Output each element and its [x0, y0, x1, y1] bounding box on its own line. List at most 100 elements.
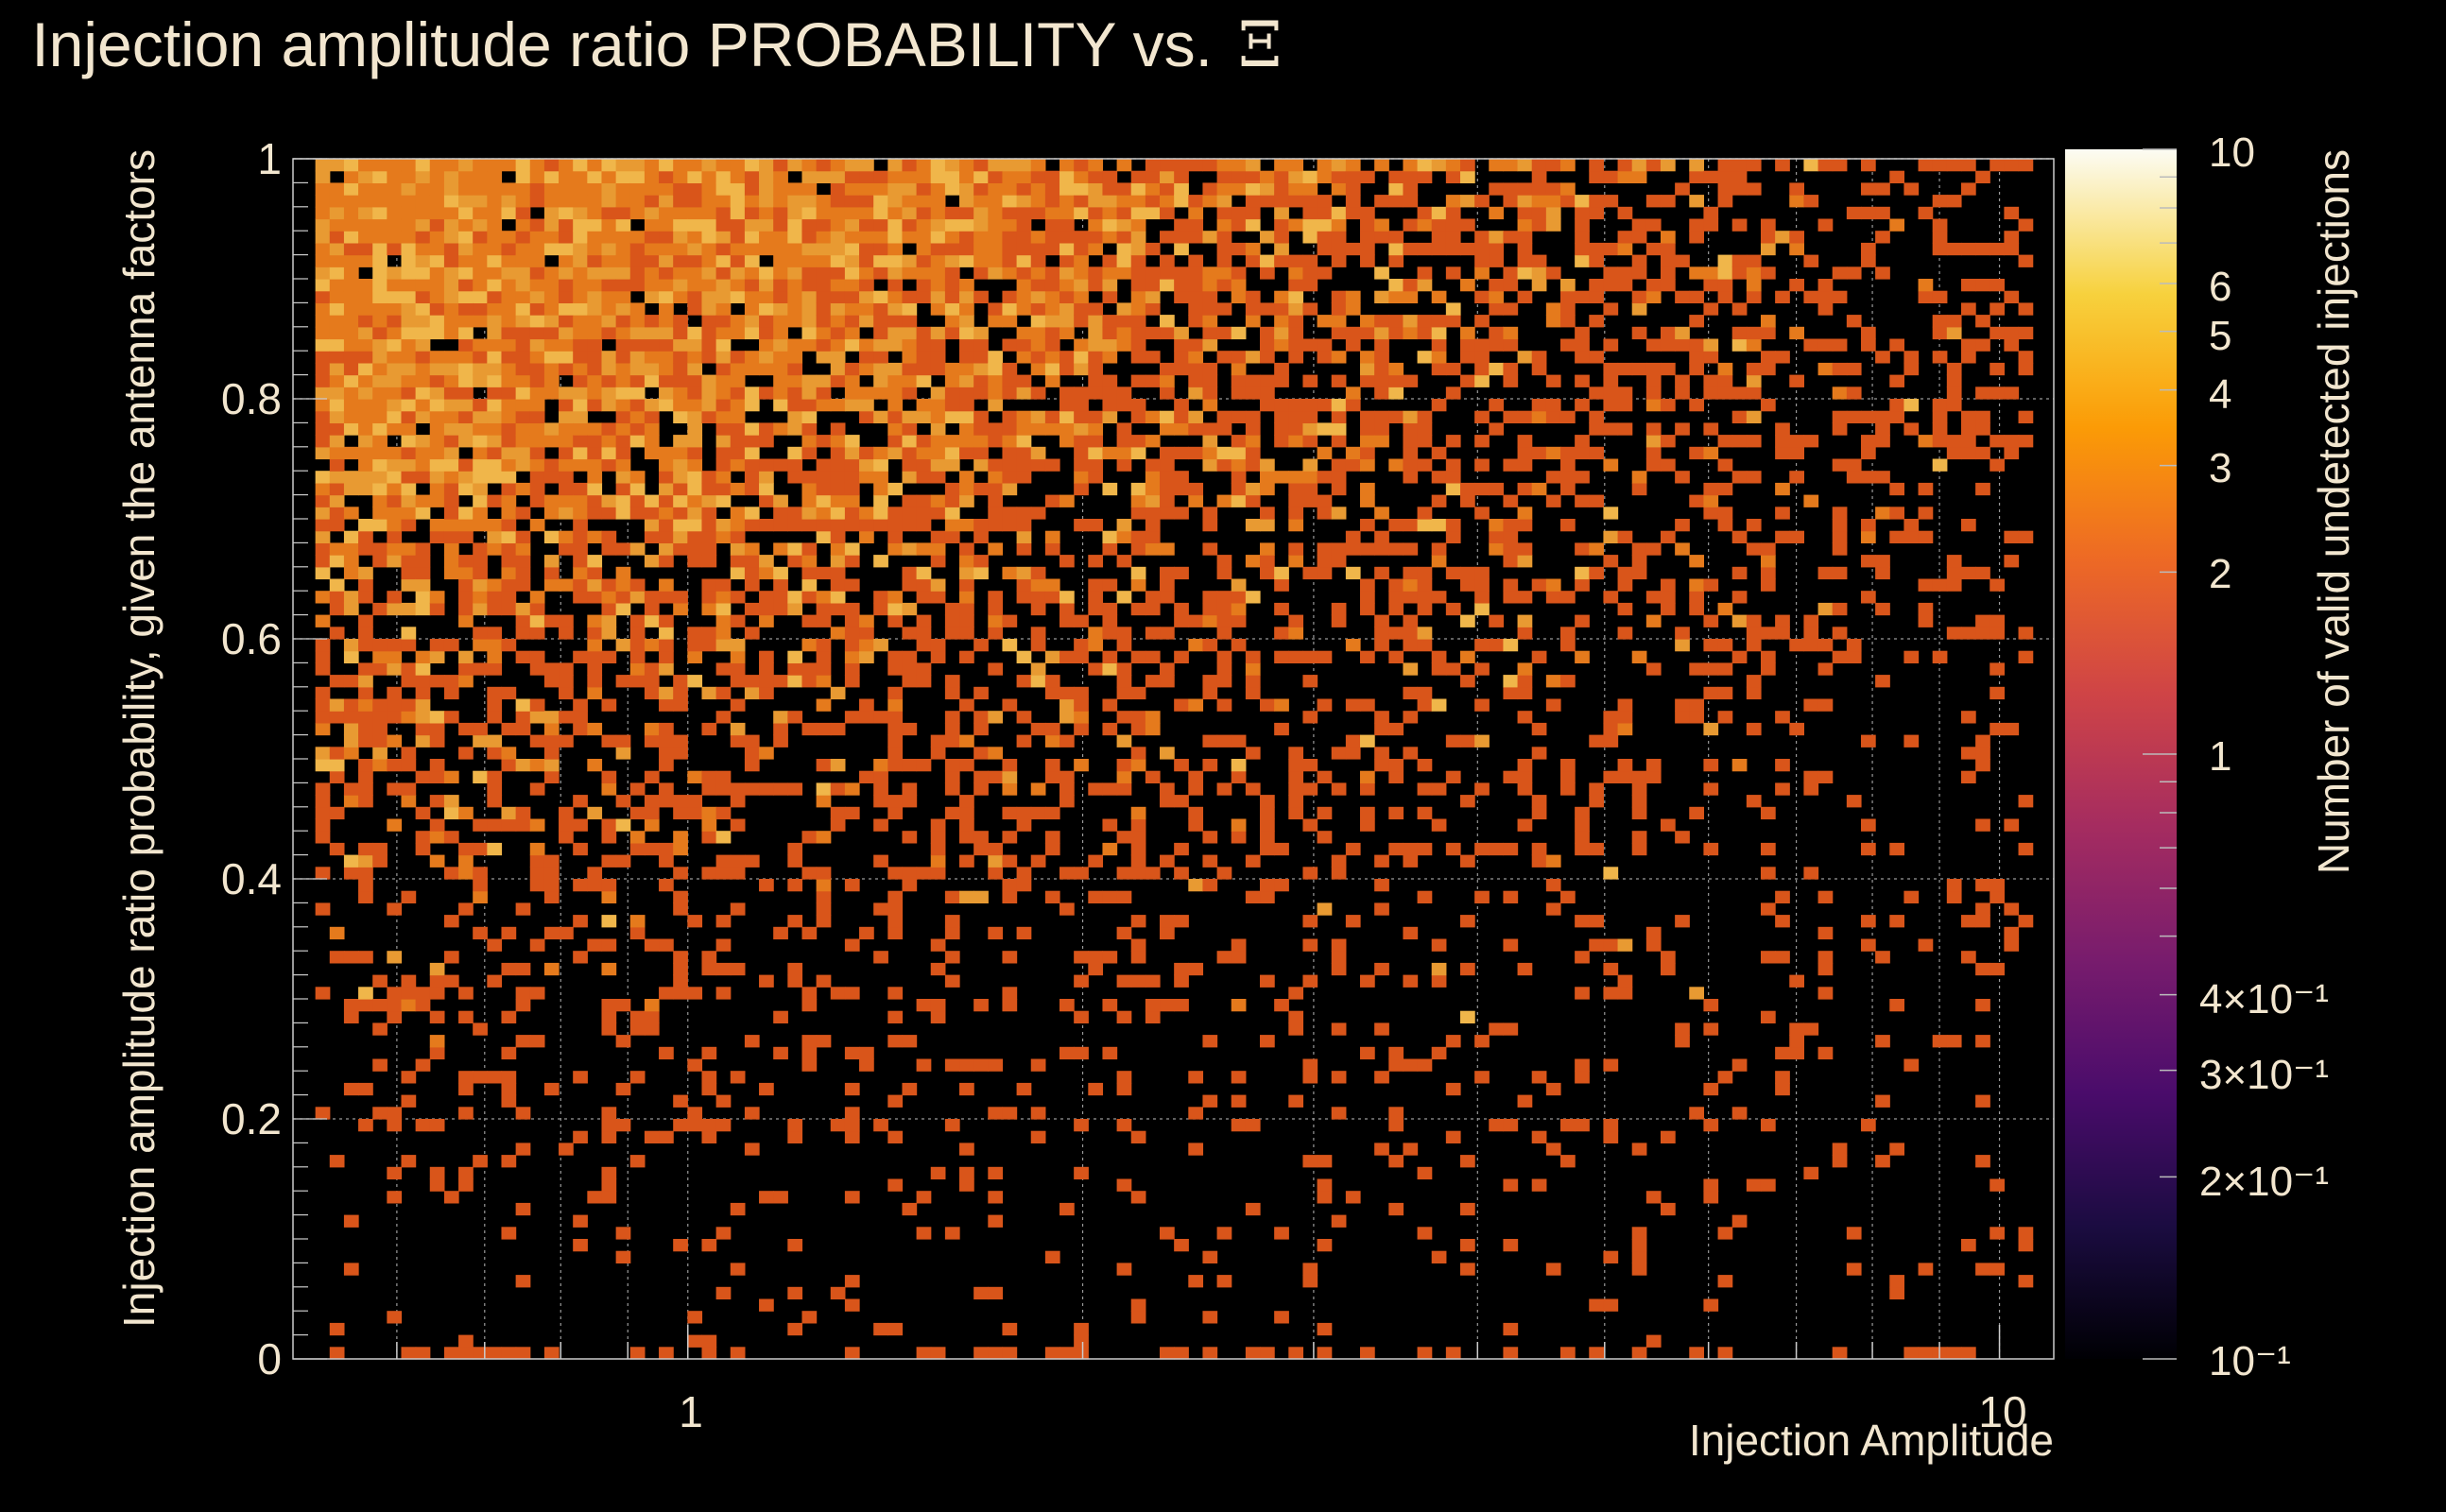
- heatmap-cell: [1216, 326, 1232, 340]
- heatmap-cell: [773, 231, 788, 244]
- heatmap-cell: [1417, 890, 1433, 903]
- heatmap-cell: [715, 374, 732, 387]
- heatmap-cell: [515, 1347, 531, 1360]
- heatmap-cell: [1975, 170, 1990, 183]
- heatmap-cell: [973, 266, 989, 280]
- heatmap-cell: [429, 399, 445, 412]
- heatmap-cell: [429, 962, 445, 976]
- heatmap-cell: [1130, 494, 1146, 507]
- heatmap-cell: [1044, 686, 1060, 700]
- heatmap-cell: [916, 351, 932, 364]
- heatmap-cell: [844, 387, 860, 400]
- heatmap-cell: [1202, 614, 1218, 627]
- heatmap-cell: [801, 578, 818, 592]
- heatmap-cell: [1817, 926, 1834, 940]
- heatmap-cell: [429, 422, 445, 436]
- heatmap-cell: [715, 182, 732, 196]
- heatmap-cell: [601, 195, 617, 208]
- heatmap-cell: [1431, 338, 1447, 352]
- heatmap-cell: [1503, 686, 1519, 700]
- heatmap-cell: [673, 675, 688, 688]
- heatmap-cell: [1302, 482, 1318, 496]
- heatmap-cell: [401, 159, 417, 172]
- heatmap-cell: [659, 1347, 674, 1360]
- heatmap-cell: [1102, 530, 1118, 543]
- heatmap-cell: [1088, 591, 1104, 604]
- heatmap-cell: [387, 1191, 403, 1204]
- heatmap-cell: [587, 435, 603, 448]
- heatmap-cell: [501, 1046, 517, 1060]
- heatmap-cell: [1860, 182, 1876, 196]
- heatmap-cell: [816, 831, 832, 844]
- heatmap-cell: [988, 242, 1004, 256]
- heatmap-cell: [1202, 1347, 1218, 1360]
- heatmap-cell: [1575, 471, 1590, 484]
- heatmap-cell: [1559, 290, 1576, 303]
- heatmap-cell: [443, 206, 459, 220]
- heatmap-cell: [1746, 338, 1762, 352]
- heatmap-cell: [1202, 854, 1218, 868]
- heatmap-cell: [559, 614, 574, 627]
- heatmap-cell: [372, 698, 388, 712]
- heatmap-cell: [1545, 182, 1561, 196]
- heatmap-cell: [673, 987, 688, 1000]
- heatmap-cell: [487, 795, 503, 808]
- heatmap-cell: [458, 410, 474, 423]
- heatmap-cell: [730, 614, 746, 627]
- heatmap-cell: [644, 1130, 660, 1143]
- heatmap-cell: [601, 879, 617, 892]
- heatmap-cell: [1002, 170, 1018, 183]
- heatmap-cell: [1188, 290, 1204, 303]
- heatmap-cell: [1946, 879, 1962, 892]
- heatmap-cell: [830, 302, 846, 316]
- heatmap-cell: [1832, 387, 1848, 400]
- heatmap-cell: [1660, 578, 1676, 592]
- heatmap-cell: [429, 854, 445, 868]
- heatmap-cell: [816, 170, 832, 183]
- heatmap-cell: [1116, 254, 1132, 267]
- heatmap-cell: [830, 446, 846, 460]
- heatmap-cell: [487, 770, 503, 783]
- heatmap-cell: [1288, 555, 1304, 568]
- heatmap-cell: [358, 890, 373, 903]
- heatmap-cell: [415, 806, 431, 820]
- heatmap-cell: [944, 290, 960, 303]
- heatmap-cell: [787, 1130, 803, 1143]
- heatmap-cell: [659, 854, 674, 868]
- heatmap-cell: [501, 591, 517, 604]
- heatmap-cell: [1216, 650, 1232, 663]
- heatmap-cell: [1860, 915, 1876, 928]
- heatmap-cell: [329, 747, 345, 760]
- heatmap-cell: [343, 507, 359, 520]
- heatmap-cell: [944, 974, 960, 988]
- heatmap-cell: [830, 218, 846, 232]
- heatmap-cell: [830, 338, 846, 352]
- heatmap-cell: [315, 806, 331, 820]
- heatmap-cell: [1216, 1227, 1232, 1240]
- heatmap-cell: [501, 362, 517, 376]
- heatmap-cell: [1102, 182, 1118, 196]
- heatmap-cell: [473, 195, 488, 208]
- heatmap-cell: [401, 987, 417, 1000]
- heatmap-cell: [473, 507, 488, 520]
- heatmap-cell: [1088, 446, 1104, 460]
- heatmap-cell: [615, 302, 631, 316]
- heatmap-cell: [1703, 842, 1719, 856]
- heatmap-cell: [1617, 711, 1633, 724]
- heatmap-cell: [1016, 254, 1032, 267]
- heatmap-cell: [1746, 627, 1762, 640]
- heatmap-cell: [1689, 351, 1705, 364]
- heatmap-cell: [1102, 254, 1118, 267]
- heatmap-cell: [415, 698, 431, 712]
- heatmap-cell: [1846, 1227, 1862, 1240]
- heatmap-cell: [673, 890, 688, 903]
- heatmap-cell: [744, 602, 760, 616]
- heatmap-cell: [644, 326, 660, 340]
- heatmap-cell: [529, 782, 545, 796]
- heatmap-cell: [1044, 759, 1060, 772]
- heatmap-cell: [1245, 218, 1261, 232]
- heatmap-cell: [973, 195, 989, 208]
- heatmap-cell: [473, 231, 488, 244]
- heatmap-cell: [1689, 218, 1705, 232]
- heatmap-cell: [1388, 254, 1404, 267]
